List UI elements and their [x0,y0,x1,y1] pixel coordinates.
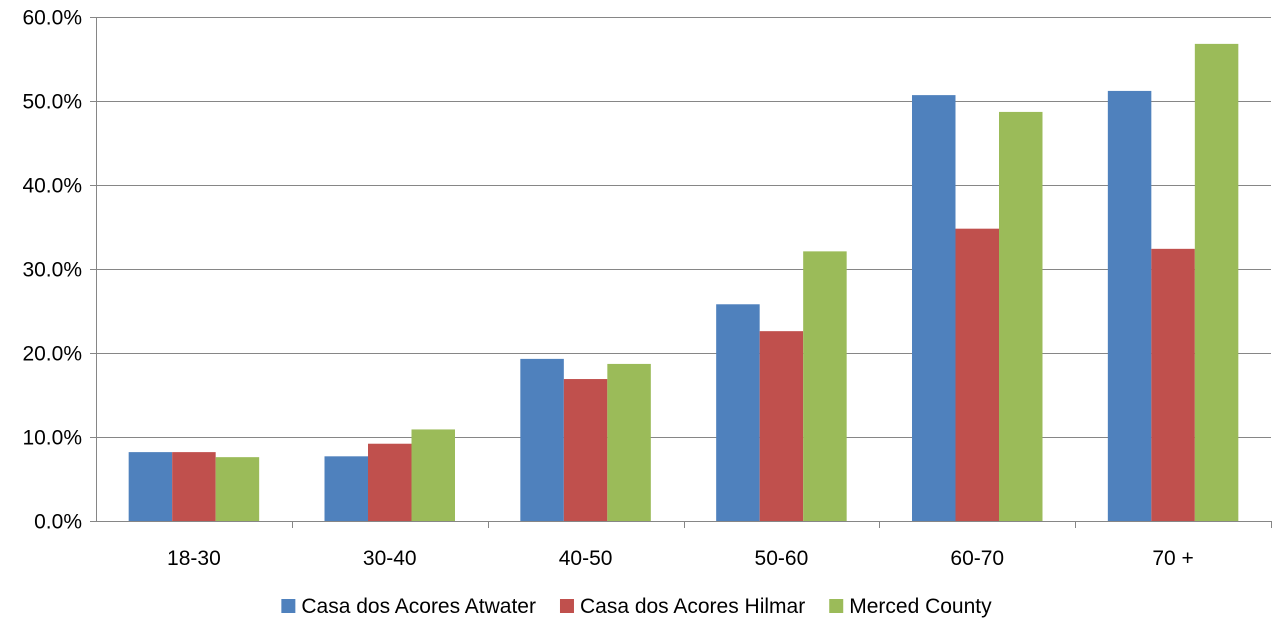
bar [1194,43,1239,521]
bar [716,304,760,521]
bar [999,111,1043,522]
bar [1151,248,1195,521]
y-tick-labels: 0.0% 10.0% 20.0% 30.0% 40.0% 50.0% 60.0% [22,7,82,534]
bar [563,379,608,521]
bar [1107,90,1152,522]
bar [411,429,455,521]
bar [324,456,368,521]
x-tick-label: 30-40 [363,547,417,570]
gridlines [96,17,1271,438]
legend-swatch [281,599,296,613]
bar [607,363,651,521]
y-tick-label: 10.0% [22,427,82,450]
y-tick-label: 20.0% [22,343,82,366]
x-tick-label: 60-70 [950,547,1004,570]
x-tick-labels: 18-30 30-40 40-50 50-60 60-70 70 + [167,547,1194,570]
y-tick-label: 40.0% [22,175,82,198]
bars [128,43,1239,522]
legend-label: Casa dos Acores Atwater [301,595,536,618]
bar [912,95,956,522]
legend: Casa dos Acores Atwater Casa dos Acores H… [281,595,992,618]
x-tick-label: 50-60 [755,547,809,570]
legend-label: Casa dos Acores Hilmar [580,595,805,618]
bar [172,452,216,521]
bar [215,457,260,521]
y-tick-label: 60.0% [22,7,82,30]
axes [90,17,1272,528]
bar [520,358,564,521]
y-tick-label: 0.0% [34,511,82,534]
legend-swatch [559,599,574,613]
bar [759,331,804,521]
x-tick-label: 70 + [1152,547,1193,570]
bar [128,452,173,521]
x-tick-label: 40-50 [559,547,613,570]
legend-label: Merced County [849,595,992,618]
legend-item: Casa dos Acores Hilmar [559,595,805,618]
legend-item: Merced County [829,595,992,618]
x-tick-label: 18-30 [167,547,221,570]
bar [368,443,412,521]
legend-item: Casa dos Acores Atwater [281,595,536,618]
bar [803,251,847,522]
bar [955,228,999,521]
y-tick-label: 30.0% [22,259,82,282]
y-tick-label: 50.0% [22,91,82,114]
legend-swatch [829,599,844,613]
